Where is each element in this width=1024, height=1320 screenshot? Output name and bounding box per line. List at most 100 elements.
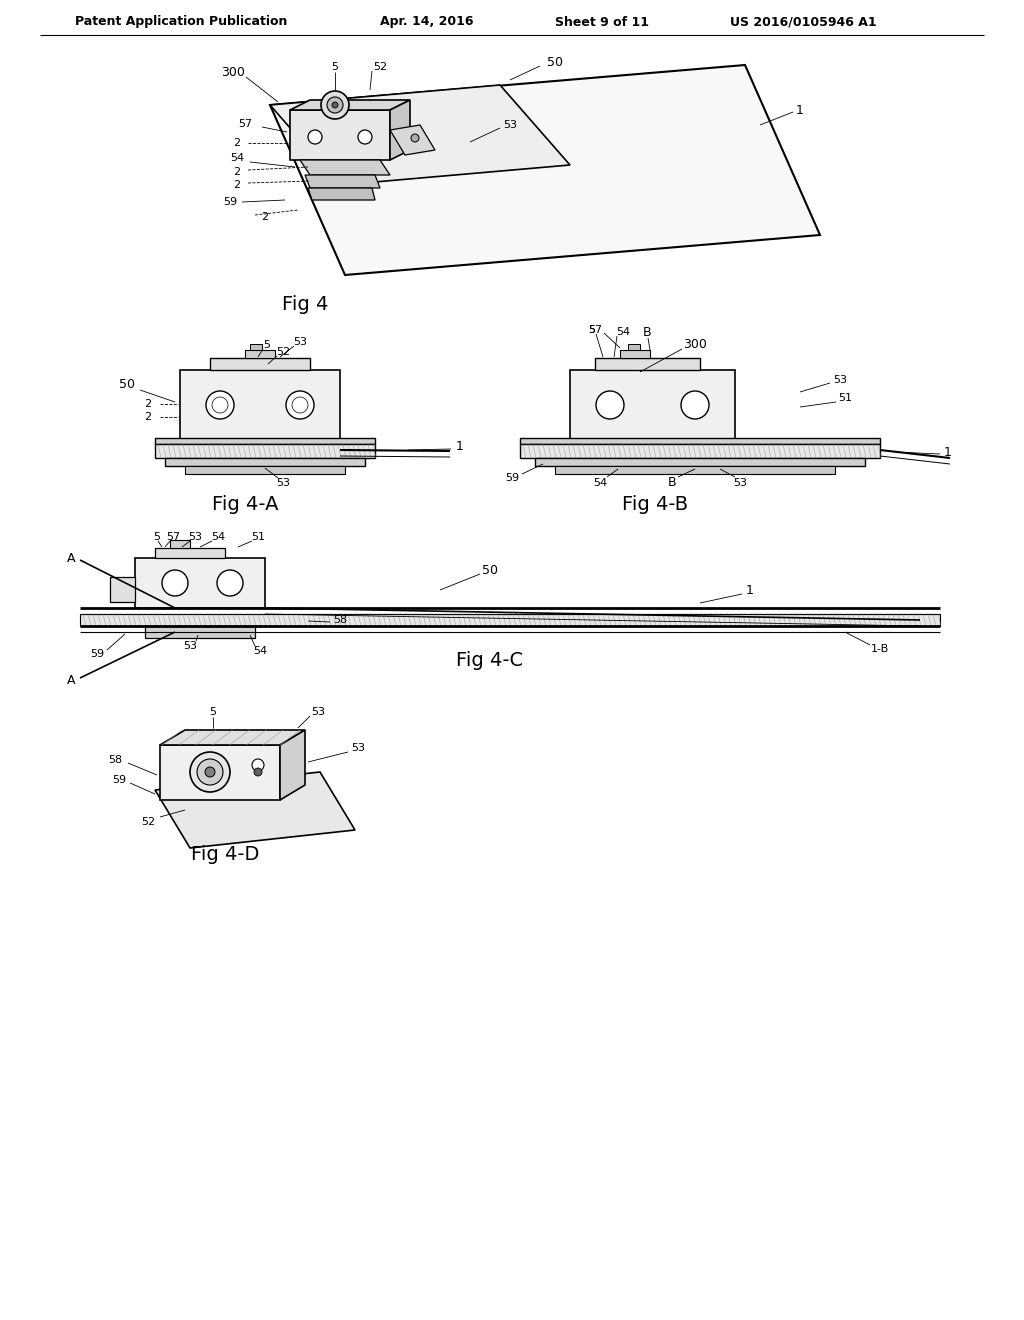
Bar [535, 458, 865, 466]
Text: 54: 54 [616, 327, 630, 337]
Text: 5: 5 [210, 708, 216, 717]
Text: 53: 53 [503, 120, 517, 129]
Text: Sheet 9 of 11: Sheet 9 of 11 [555, 16, 649, 29]
Bar [210, 358, 310, 370]
Text: 59: 59 [112, 775, 126, 785]
Polygon shape [155, 772, 355, 847]
Text: 53: 53 [293, 337, 307, 347]
Text: 300: 300 [683, 338, 707, 351]
Bar [80, 614, 940, 626]
Text: 50: 50 [119, 379, 135, 392]
Text: 54: 54 [253, 645, 267, 656]
Text: 53: 53 [311, 708, 325, 717]
Circle shape [252, 759, 264, 771]
Circle shape [358, 129, 372, 144]
Polygon shape [390, 100, 410, 160]
Circle shape [681, 391, 709, 418]
Text: 5: 5 [263, 341, 270, 350]
Text: 53: 53 [833, 375, 847, 385]
Text: 1: 1 [796, 103, 804, 116]
Text: 54: 54 [230, 153, 244, 162]
Text: 1: 1 [456, 441, 464, 454]
Text: 1: 1 [944, 446, 952, 458]
Text: 59: 59 [505, 473, 519, 483]
Polygon shape [290, 100, 410, 110]
Text: 58: 58 [333, 615, 347, 624]
Text: 54: 54 [211, 532, 225, 543]
Bar [165, 458, 365, 466]
Polygon shape [305, 176, 380, 187]
Text: 5: 5 [589, 325, 596, 335]
Text: 1: 1 [746, 583, 754, 597]
Text: B: B [643, 326, 651, 339]
Circle shape [332, 102, 338, 108]
Text: B: B [668, 477, 676, 490]
Text: 53: 53 [733, 478, 746, 488]
Circle shape [411, 135, 419, 143]
Text: 2: 2 [261, 213, 268, 222]
Text: 51: 51 [838, 393, 852, 403]
Bar [135, 558, 265, 609]
Circle shape [162, 570, 188, 597]
Text: 59: 59 [90, 649, 104, 659]
Circle shape [217, 570, 243, 597]
Circle shape [308, 129, 322, 144]
Bar [520, 444, 880, 458]
Polygon shape [280, 730, 305, 800]
Text: Apr. 14, 2016: Apr. 14, 2016 [380, 16, 473, 29]
Text: 1-B: 1-B [870, 644, 889, 653]
Bar [110, 577, 135, 602]
Circle shape [254, 768, 262, 776]
Bar [245, 350, 275, 358]
Text: Fig 4-C: Fig 4-C [457, 651, 523, 669]
Circle shape [197, 759, 223, 785]
Polygon shape [300, 160, 390, 176]
Polygon shape [160, 744, 280, 800]
Text: 54: 54 [593, 478, 607, 488]
Circle shape [327, 96, 343, 114]
Polygon shape [270, 65, 820, 275]
Text: 2: 2 [144, 412, 152, 422]
Circle shape [190, 752, 230, 792]
Text: 57: 57 [588, 325, 602, 335]
Text: 5: 5 [332, 62, 339, 73]
Bar [145, 626, 255, 638]
Text: Fig 4-B: Fig 4-B [622, 495, 688, 515]
Bar [180, 370, 340, 440]
Bar [155, 444, 375, 458]
Text: Fig 4-A: Fig 4-A [212, 495, 279, 515]
Bar [620, 350, 650, 358]
Circle shape [596, 391, 624, 418]
Text: A: A [67, 552, 75, 565]
Text: 2: 2 [233, 180, 241, 190]
Polygon shape [390, 125, 435, 154]
Text: 53: 53 [188, 532, 202, 543]
Text: 52: 52 [141, 817, 155, 828]
Text: 50: 50 [482, 564, 498, 577]
Text: 57: 57 [238, 119, 252, 129]
Circle shape [286, 391, 314, 418]
Bar [155, 438, 375, 444]
Text: 52: 52 [373, 62, 387, 73]
Text: Fig 4: Fig 4 [282, 296, 328, 314]
Text: 57: 57 [166, 532, 180, 543]
Bar [170, 540, 190, 548]
Text: 52: 52 [275, 347, 290, 356]
Text: 2: 2 [233, 168, 241, 177]
Bar [250, 345, 262, 350]
Polygon shape [270, 84, 570, 185]
Text: 5: 5 [154, 532, 161, 543]
Text: 2: 2 [233, 139, 241, 148]
Text: 58: 58 [108, 755, 122, 766]
Text: A: A [67, 673, 75, 686]
Circle shape [206, 391, 234, 418]
Polygon shape [290, 110, 390, 160]
Bar [555, 466, 835, 474]
Text: US 2016/0105946 A1: US 2016/0105946 A1 [730, 16, 877, 29]
Text: 53: 53 [276, 478, 290, 488]
Text: 53: 53 [183, 642, 197, 651]
Bar [155, 548, 225, 558]
Text: 59: 59 [223, 197, 238, 207]
Circle shape [205, 767, 215, 777]
Bar [628, 345, 640, 350]
